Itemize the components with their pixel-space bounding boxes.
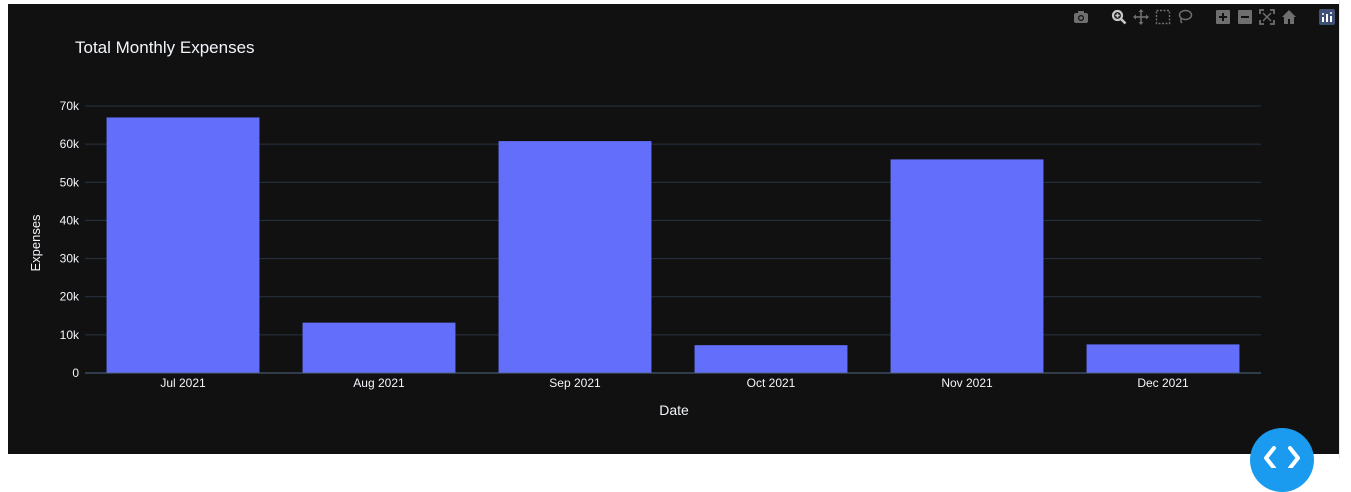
zoom-in-icon[interactable] (1215, 9, 1231, 25)
x-tick-label: Nov 2021 (941, 376, 993, 390)
zoom-icon[interactable] (1111, 9, 1127, 25)
plot-area: 0 10k 20k 30k 40k 50k 60k 70k Jul 2021 Aug 2021 S… (8, 4, 1339, 454)
x-tick-label: Jul 2021 (160, 376, 206, 390)
autoscale-icon[interactable] (1259, 9, 1275, 25)
x-axis-title: Date (659, 402, 689, 418)
bar[interactable] (890, 159, 1044, 373)
y-tick-label: 10k (60, 328, 80, 342)
bars (106, 117, 1240, 373)
code-toggle-button[interactable] (1250, 428, 1314, 492)
x-tick-label: Dec 2021 (1137, 376, 1189, 390)
x-tick-label: Aug 2021 (353, 376, 405, 390)
y-tick-labels: 0 10k 20k 30k 40k 50k 60k 70k (60, 99, 80, 380)
bar[interactable] (106, 117, 260, 373)
bar[interactable] (694, 345, 848, 373)
modebar (1073, 8, 1335, 26)
zoom-out-icon[interactable] (1237, 9, 1253, 25)
y-tick-label: 60k (60, 137, 80, 151)
page-scrollbar-track[interactable] (1339, 0, 1351, 459)
lasso-select-icon[interactable] (1177, 9, 1193, 25)
bar[interactable] (498, 141, 652, 373)
bar[interactable] (1086, 344, 1240, 373)
x-tick-labels: Jul 2021 Aug 2021 Sep 2021 Oct 2021 Nov 2021… (160, 376, 1189, 390)
x-tick-label: Sep 2021 (549, 376, 601, 390)
bar[interactable] (302, 322, 456, 373)
y-tick-label: 0 (72, 366, 79, 380)
chart-title: Total Monthly Expenses (75, 38, 255, 57)
y-tick-label: 20k (60, 290, 80, 304)
camera-icon[interactable] (1073, 9, 1089, 25)
pan-icon[interactable] (1133, 9, 1149, 25)
bar-chart: 0 10k 20k 30k 40k 50k 60k 70k Jul 2021 Aug 2021 S… (28, 38, 1261, 418)
y-axis-title: Expenses (28, 214, 43, 272)
y-tick-label: 50k (60, 175, 80, 189)
plotly-logo-icon[interactable] (1319, 9, 1335, 25)
y-tick-label: 30k (60, 252, 80, 266)
x-tick-label: Oct 2021 (747, 376, 796, 390)
y-tick-label: 70k (60, 99, 80, 113)
reset-axes-icon[interactable] (1281, 9, 1297, 25)
y-tick-label: 40k (60, 213, 80, 227)
gridlines (85, 105, 1261, 336)
box-select-icon[interactable] (1155, 9, 1171, 25)
code-brackets-icon (1264, 446, 1300, 468)
